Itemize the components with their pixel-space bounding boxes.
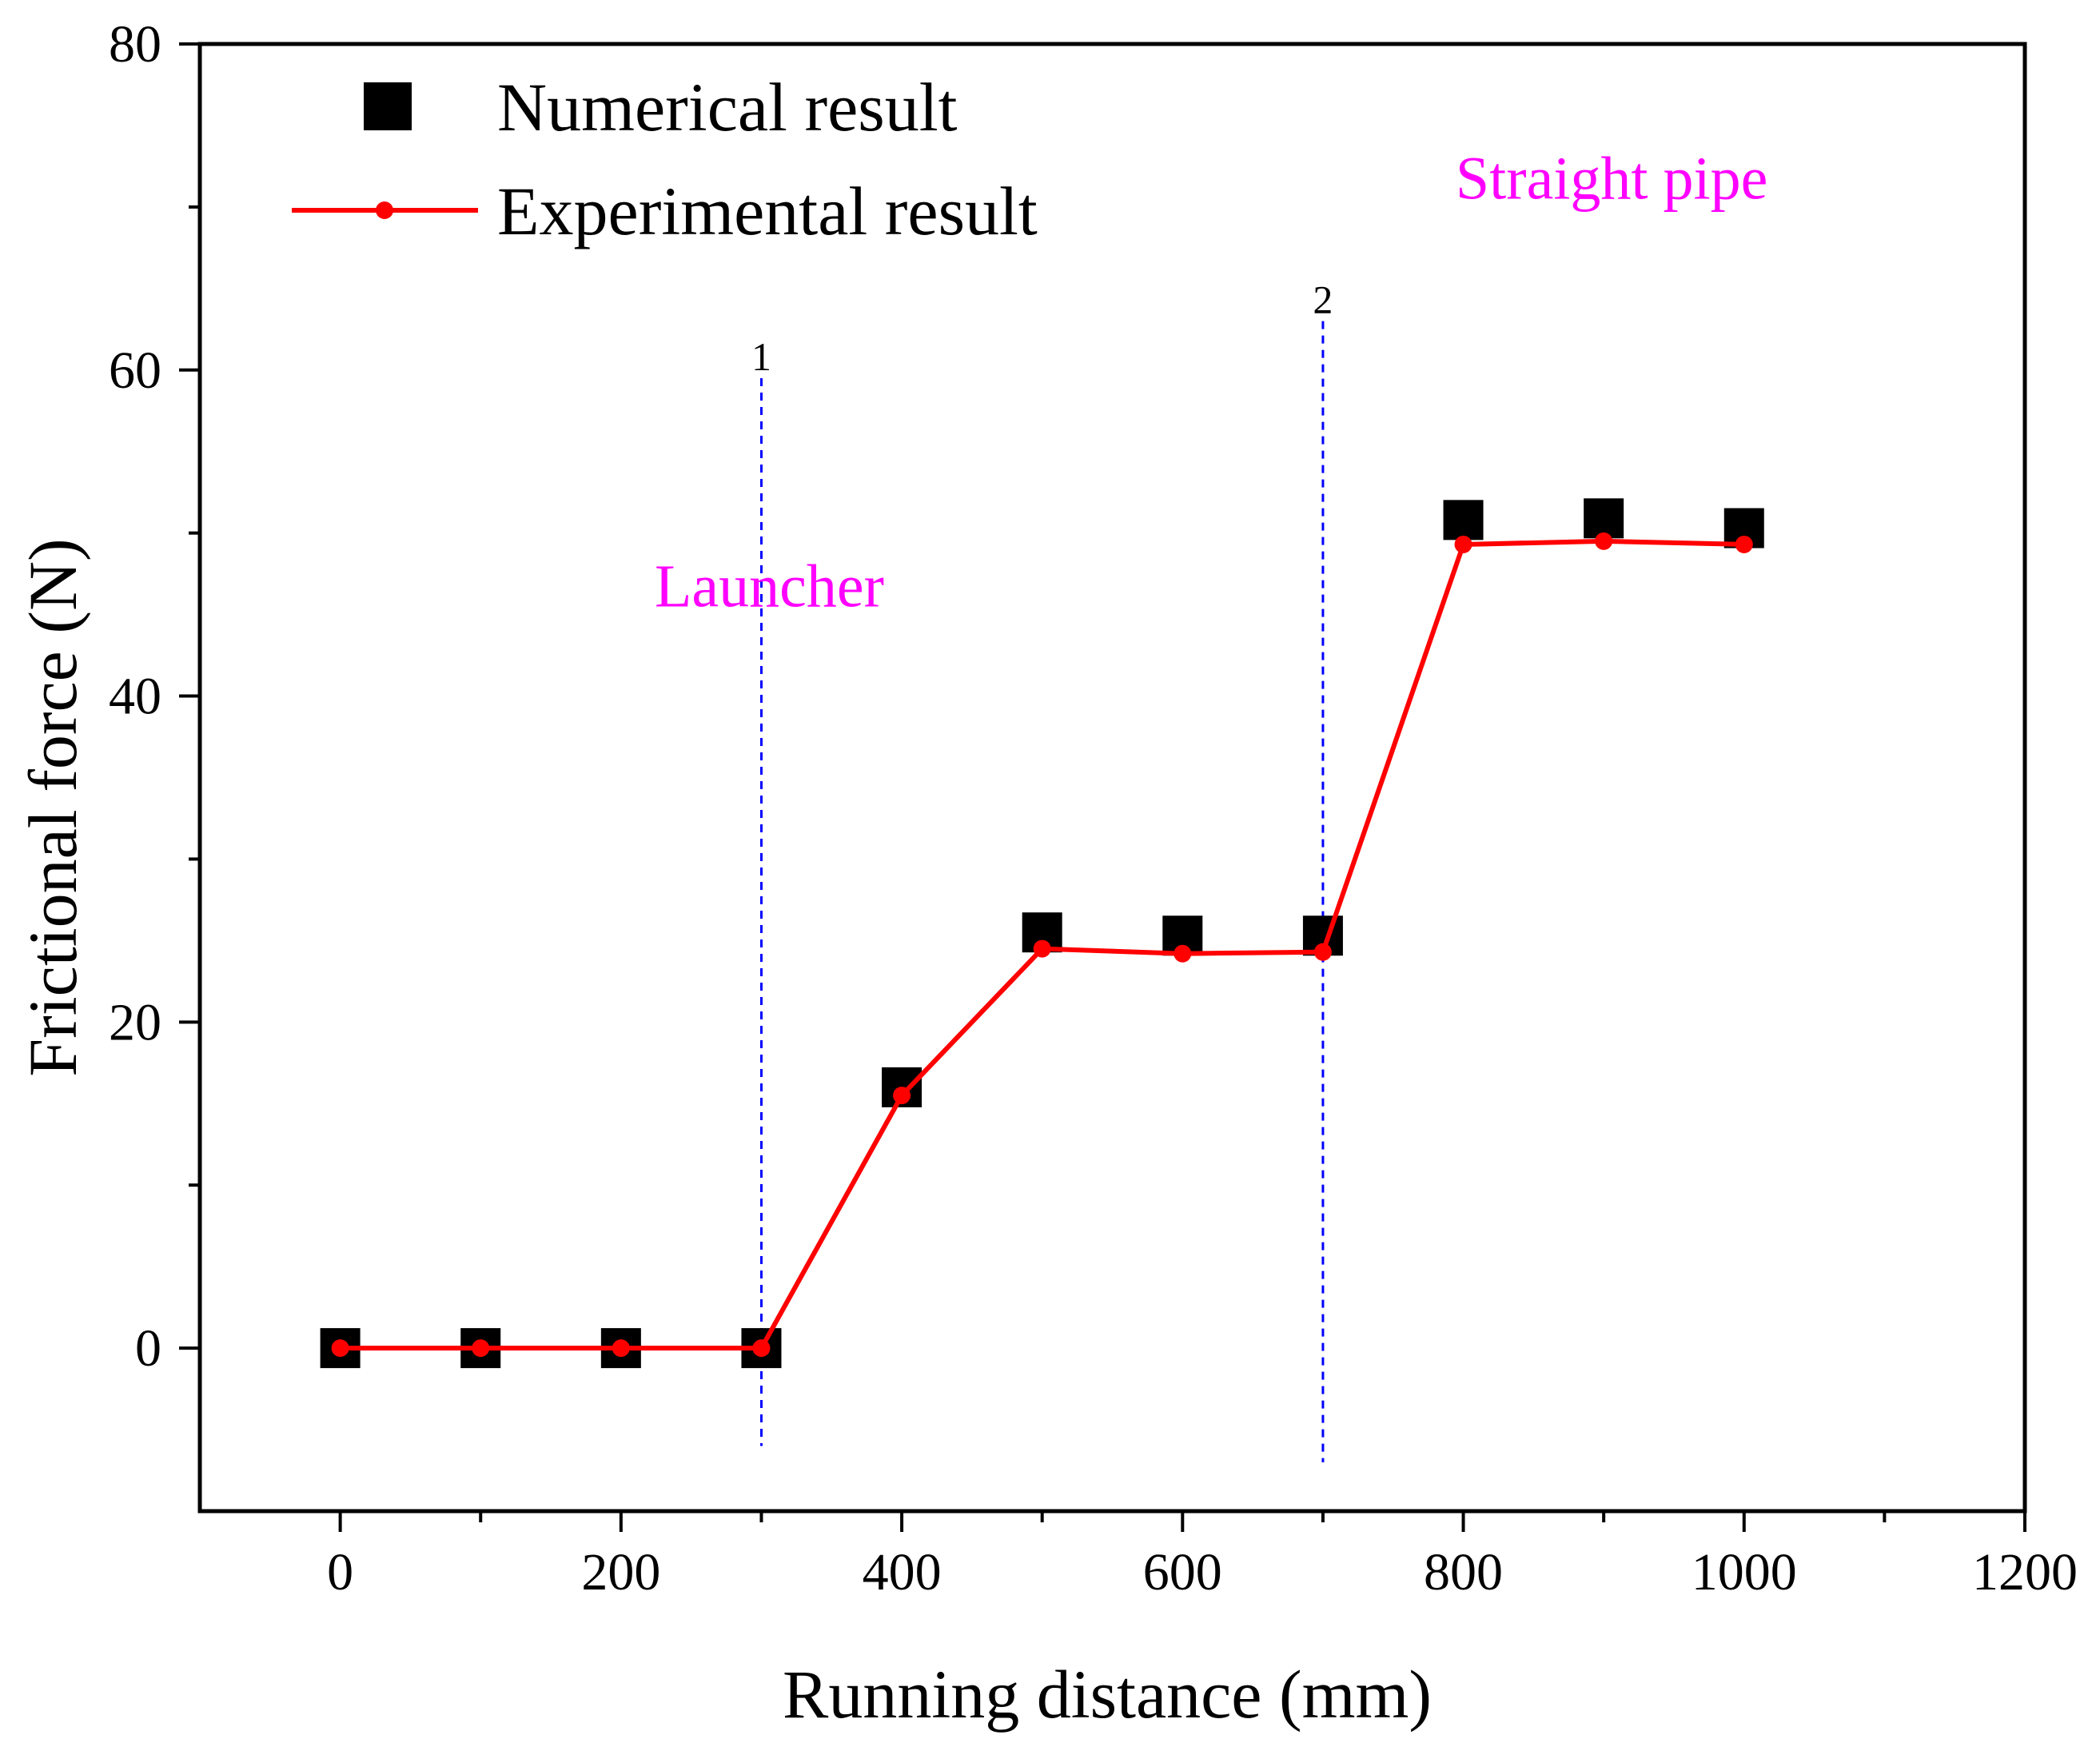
numerical-point — [1443, 500, 1484, 540]
region-annotation-2: Straight pipe — [1456, 146, 1768, 213]
vertical-marker-label-1: 1 — [751, 334, 771, 379]
experimental-point — [1595, 532, 1613, 550]
experimental-point — [1313, 943, 1332, 961]
legend: Numerical result Experimental result — [292, 69, 1038, 249]
x-tick-label: 600 — [1143, 1543, 1222, 1601]
axis-frame-group — [197, 42, 2027, 1514]
legend-square-icon — [364, 82, 412, 130]
x-tick-label: 800 — [1424, 1543, 1503, 1601]
experimental-point — [1454, 535, 1472, 553]
y-tick-label: 80 — [109, 15, 161, 74]
x-axis: 0 200 400 600 800 1000 1200 — [327, 1511, 2078, 1601]
region-annotations: Launcher Straight pipe — [655, 146, 1767, 620]
experimental-point — [331, 1339, 349, 1358]
y-tick-label: 20 — [109, 993, 161, 1051]
x-axis-title: Running distance (mm) — [783, 1656, 1432, 1733]
experimental-point — [612, 1339, 630, 1358]
region-annotation-1: Launcher — [655, 552, 884, 620]
experimental-point — [472, 1339, 490, 1358]
vertical-marker-label-2: 2 — [1313, 277, 1333, 322]
plot-frame — [197, 42, 2027, 1514]
data-series — [320, 498, 1764, 1369]
y-tick-label: 40 — [109, 668, 161, 726]
legend-circle-icon — [376, 201, 393, 219]
x-tick-label: 200 — [581, 1543, 660, 1601]
experimental-point — [1735, 535, 1753, 553]
legend-label-numerical: Numerical result — [497, 69, 958, 146]
x-tick-label: 400 — [863, 1543, 942, 1601]
vertical-markers: 12 — [751, 277, 1333, 1462]
experimental-point — [1174, 944, 1192, 963]
numerical-point — [1584, 498, 1624, 539]
legend-label-experimental: Experimental result — [497, 173, 1038, 249]
x-tick-label: 1000 — [1692, 1543, 1797, 1601]
y-axis-title: Frictional force (N) — [14, 538, 91, 1076]
y-axis: 0 20 40 60 80 — [109, 15, 200, 1378]
experimental-point — [752, 1339, 771, 1358]
y-tick-label: 60 — [109, 341, 161, 400]
x-tick-label: 1200 — [1972, 1543, 2078, 1601]
experimental-point — [1033, 939, 1051, 958]
y-tick-label: 0 — [135, 1319, 161, 1378]
x-tick-label: 0 — [327, 1543, 353, 1601]
experimental-point — [893, 1087, 911, 1105]
